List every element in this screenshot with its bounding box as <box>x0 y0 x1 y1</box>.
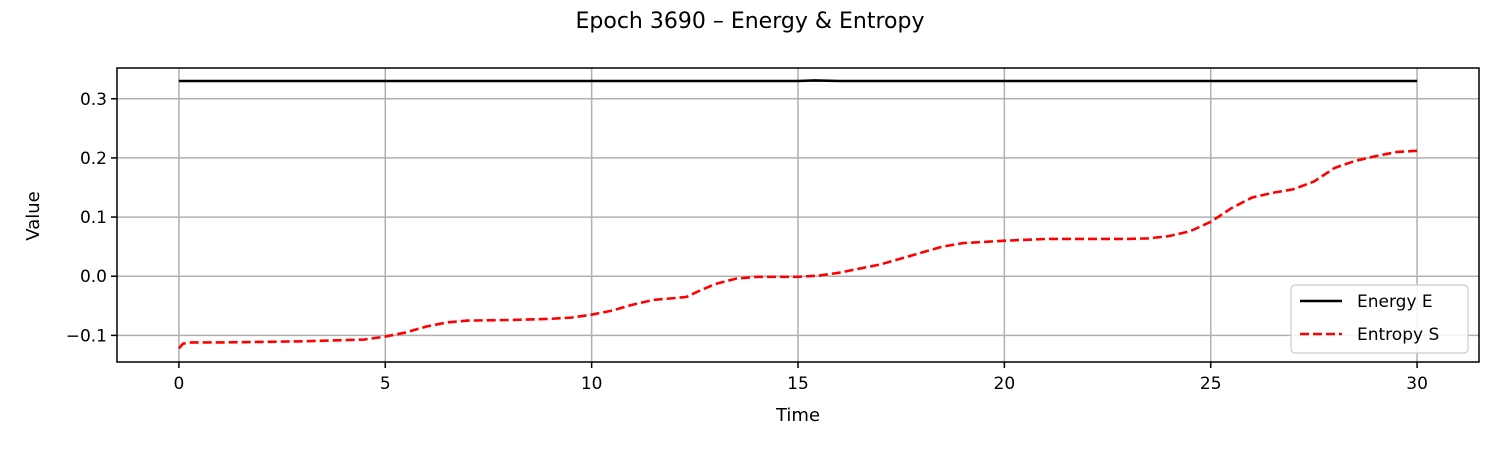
x-tick-label: 15 <box>787 374 809 394</box>
x-tick-label: 5 <box>380 374 391 394</box>
legend-label-energy: Energy E <box>1357 292 1433 312</box>
legend-label-entropy: Entropy S <box>1357 325 1439 345</box>
x-tick-label: 30 <box>1406 374 1428 394</box>
series-entropy-line <box>177 149 1418 350</box>
y-tick-label: 0.1 <box>80 208 107 228</box>
y-tick-label: 0.3 <box>80 90 107 110</box>
y-tick-label: 0.2 <box>80 149 107 169</box>
x-tick-label: 20 <box>994 374 1016 394</box>
x-tick-label: 25 <box>1200 374 1222 394</box>
x-tick-label: 10 <box>581 374 603 394</box>
y-tick-label: 0.0 <box>80 267 107 287</box>
legend: Energy E Entropy S <box>1290 284 1469 354</box>
x-tick-label: 0 <box>173 374 184 394</box>
y-axis-label: Value <box>23 191 44 240</box>
grid <box>117 68 1479 362</box>
ticks: 0 5 10 15 20 25 30 −0.1 0.0 0.1 0.2 0.3 <box>66 90 1428 394</box>
x-axis-label: Time <box>775 405 820 426</box>
chart-title: Epoch 3690 – Energy & Entropy <box>576 9 925 34</box>
series-layer <box>177 79 1418 350</box>
y-tick-label: −0.1 <box>66 326 107 346</box>
series-energy-line <box>178 79 1418 83</box>
